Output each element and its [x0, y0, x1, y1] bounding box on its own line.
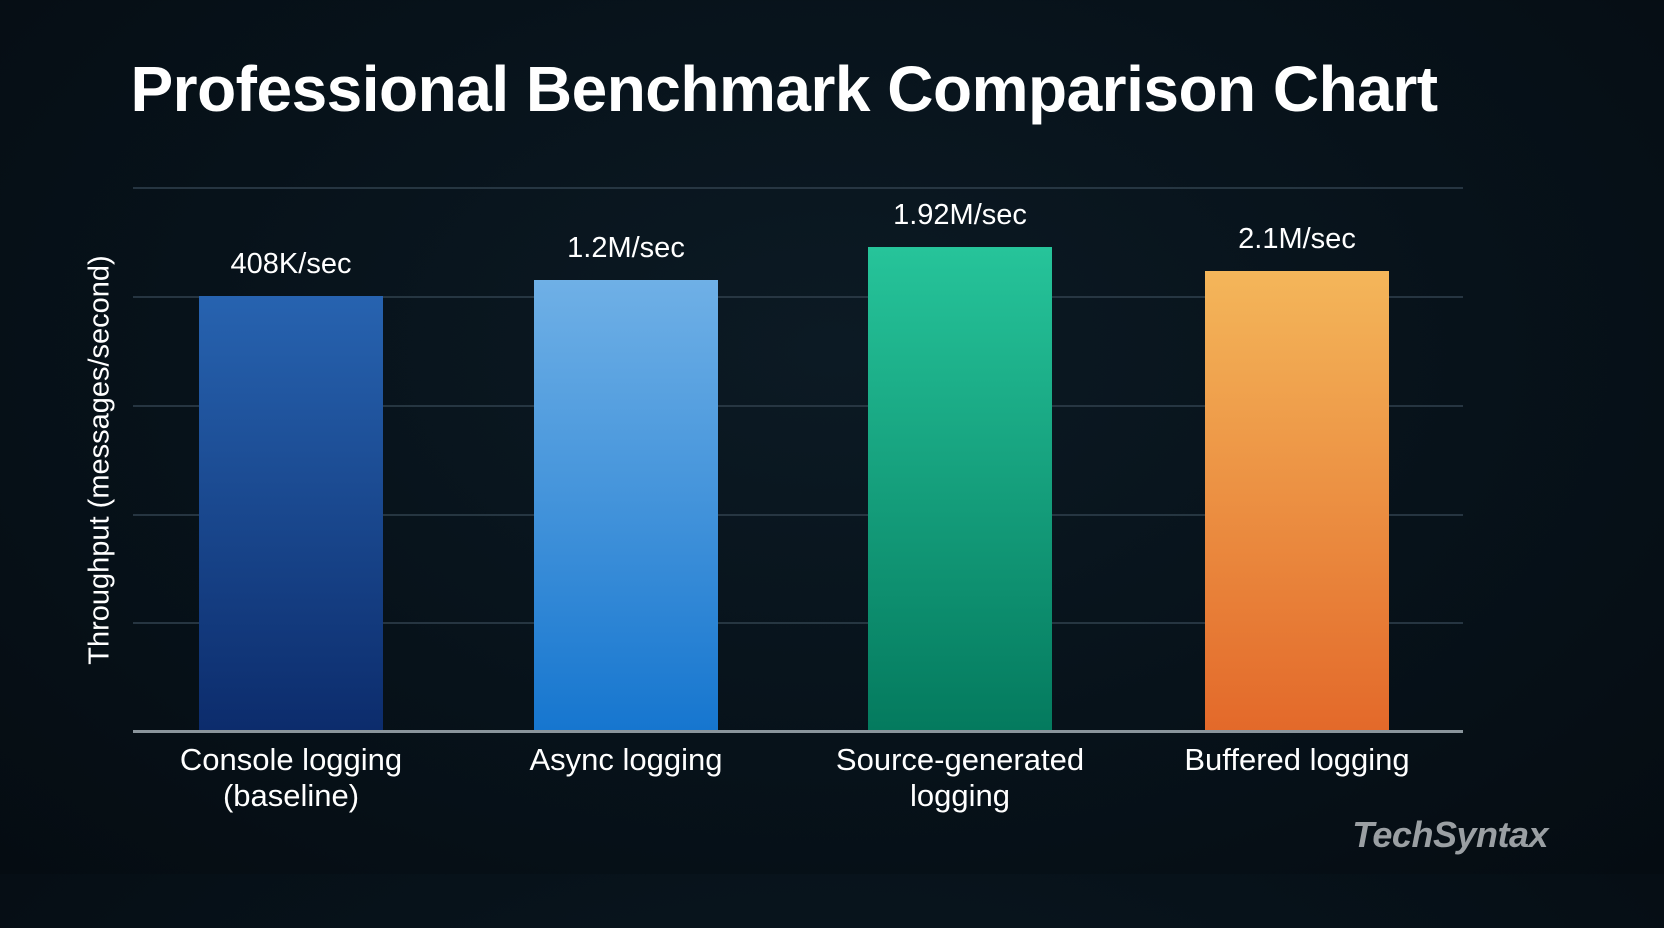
- gridline: [133, 405, 1463, 407]
- bar-3: [868, 247, 1052, 731]
- watermark-logo: TechSyntax: [1352, 814, 1548, 855]
- x-axis-category-label: Async logging: [529, 742, 723, 777]
- chart-title: Professional Benchmark Comparison Chart: [130, 53, 1438, 125]
- plot-area: 408K/sec Console logging (baseline) 1.2M/s…: [133, 187, 1463, 813]
- gridline: [133, 296, 1463, 298]
- bar-1: [199, 296, 383, 731]
- bar-value-label: 1.2M/sec: [567, 232, 685, 264]
- gridline: [133, 514, 1463, 516]
- x-axis-category-label: Buffered logging: [1184, 742, 1410, 777]
- y-axis-label: Throughput (messages/second): [83, 255, 116, 665]
- gridline: [133, 187, 1463, 189]
- bar-value-label: 1.92M/sec: [893, 199, 1027, 231]
- bar-4: [1205, 271, 1389, 731]
- x-axis-baseline: [133, 730, 1463, 733]
- bar-value-label: 2.1M/sec: [1238, 223, 1356, 255]
- gridline: [133, 622, 1463, 624]
- bar-2: [534, 280, 718, 731]
- bar-value-label: 408K/sec: [230, 248, 352, 280]
- x-axis-category-label: Console logging (baseline): [179, 742, 403, 813]
- x-axis-category-label: Source-generated logging: [835, 742, 1085, 813]
